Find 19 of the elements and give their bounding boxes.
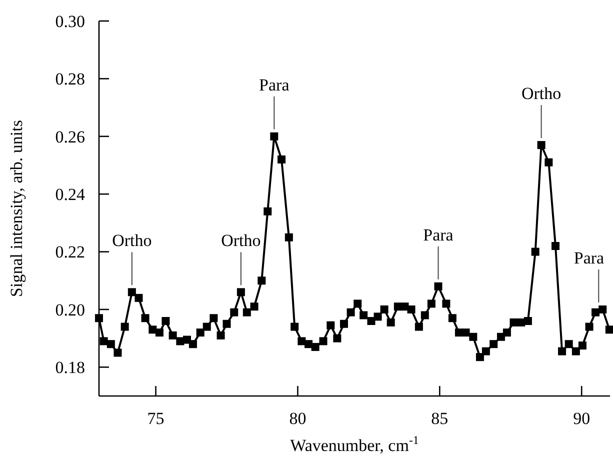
x-tick-label: 85 xyxy=(431,409,448,428)
x-axis-title: Wavenumber, cm$^{-1}$ xyxy=(290,433,419,455)
x-tick-label: 75 xyxy=(147,409,164,428)
y-tick-label: 0.24 xyxy=(55,185,86,204)
annotation: Ortho xyxy=(112,231,152,250)
annotation: Ortho xyxy=(221,231,261,250)
y-tick-label: 0.28 xyxy=(55,70,85,89)
annotation: Ortho xyxy=(521,84,562,104)
y-tick-label: 0.20 xyxy=(55,300,85,320)
y-tick-label: 0.30 xyxy=(55,12,85,31)
annotation: Para xyxy=(259,75,290,94)
x-tick-label: 80 xyxy=(289,409,306,428)
annotation: Para xyxy=(574,248,605,268)
y-tick-label: 0.26 xyxy=(55,127,85,146)
y-tick-label: 0.18 xyxy=(55,358,85,378)
y-tick-label: 0.22 xyxy=(55,242,85,262)
y-axis-title: Signal intensity, arb. units xyxy=(7,120,26,297)
x-tick-label: 90 xyxy=(573,409,590,428)
annotation: Para xyxy=(423,225,454,244)
